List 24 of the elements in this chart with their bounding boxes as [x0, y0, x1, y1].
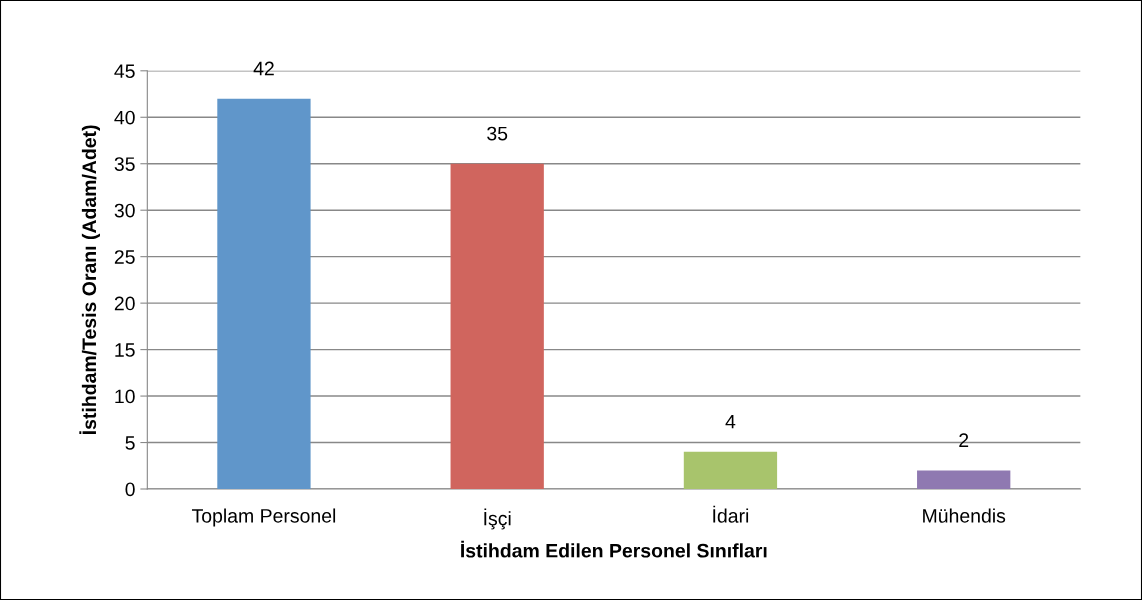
y-tick-label: 0 [125, 482, 135, 497]
y-axis-title: İstihdam/Tesis Oranı (Adam/Adet) [79, 125, 100, 434]
y-tick-label: 45 [114, 64, 135, 79]
y-tick-label: 40 [114, 110, 135, 125]
y-tick-label: 5 [125, 436, 135, 450]
x-tick-label: İşçi [484, 508, 511, 530]
y-tick-label: 20 [114, 296, 135, 311]
y-tick-label: 15 [115, 343, 135, 357]
y-tick-label: 30 [114, 203, 135, 218]
x-axis-title: İstihdam Edilen Personel Sınıfları [461, 540, 767, 558]
x-tick-label: Mühendis [923, 508, 1006, 523]
data-label: 4 [725, 414, 736, 429]
y-tick-label: 25 [114, 250, 135, 264]
bar [450, 163, 544, 489]
x-tick-label: İdari [713, 505, 749, 523]
y-tick-label: 35 [114, 157, 135, 171]
bar [683, 451, 778, 489]
bar [217, 98, 311, 489]
y-tick-label: 10 [115, 389, 135, 404]
data-label: 42 [253, 61, 274, 76]
x-tick-label: Toplam Personel [191, 508, 336, 527]
data-label: 35 [487, 126, 508, 141]
data-label: 2 [959, 433, 969, 447]
bar [917, 470, 1011, 489]
